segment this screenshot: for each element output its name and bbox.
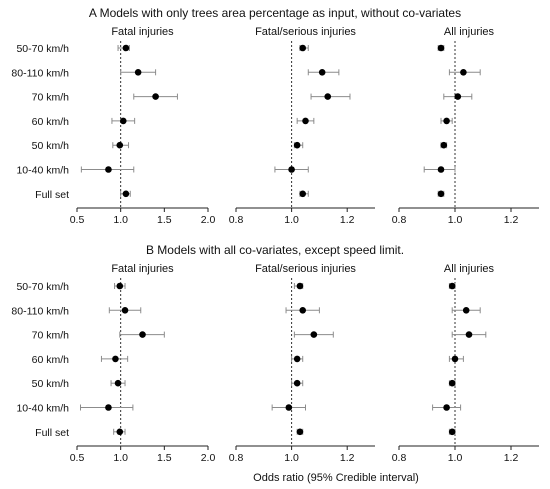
odds-ratio-point-b xyxy=(299,307,307,314)
category-label-a: 70 km/h xyxy=(32,92,70,104)
x-tick-label-b: 1.5 xyxy=(157,452,172,464)
x-axis-label: Odds ratio (95% Credible interval) xyxy=(253,472,419,484)
odds-ratio-point-a xyxy=(122,44,130,52)
odds-ratio-point-a xyxy=(324,93,332,100)
odds-ratio-point-b xyxy=(285,404,293,411)
x-tick-label-b: 0.5 xyxy=(70,452,85,464)
odds-ratio-point-b xyxy=(448,428,456,436)
odds-ratio-point-b xyxy=(296,282,304,290)
panel-title-b: Fatal/serious injuries xyxy=(255,263,356,275)
category-label-a: Full set xyxy=(35,189,69,201)
x-tick-label-a: 1.2 xyxy=(340,214,355,226)
odds-ratio-point-b xyxy=(114,379,122,387)
odds-ratio-point-b xyxy=(451,355,459,363)
odds-ratio-point-a xyxy=(119,117,127,125)
odds-ratio-point-b xyxy=(462,307,470,314)
panel-title-b: All injuries xyxy=(444,263,495,275)
x-tick-label-a: 2.0 xyxy=(201,214,216,226)
odds-ratio-point-a xyxy=(293,141,301,149)
category-label-b: 80-110 km/h xyxy=(11,305,69,317)
odds-ratio-point-a xyxy=(122,190,130,198)
x-tick-label-a: 0.8 xyxy=(229,214,244,226)
panel-title-a: All injuries xyxy=(444,26,495,38)
odds-ratio-point-a xyxy=(460,69,467,76)
forest-plot-area: 50-70 km/h 80-110 km/h 70 km/h 60 km/h 50 km… xyxy=(11,26,539,464)
panel-title-a: Fatal/serious injuries xyxy=(255,26,356,38)
x-tick-label-b: 1.2 xyxy=(504,452,519,464)
x-tick-label-a: 0.8 xyxy=(392,214,407,226)
odds-ratio-point-b xyxy=(293,355,301,363)
odds-ratio-point-a xyxy=(302,117,309,125)
x-tick-label-a: 1.5 xyxy=(157,214,172,226)
odds-ratio-point-b xyxy=(448,379,456,387)
odds-ratio-point-a xyxy=(443,117,450,125)
odds-ratio-point-a xyxy=(299,190,307,198)
category-label-a: 60 km/h xyxy=(32,116,70,128)
category-label-a: 80-110 km/h xyxy=(11,67,69,79)
odds-ratio-point-a xyxy=(134,69,142,76)
x-tick-label-a: 1.2 xyxy=(504,214,519,226)
odds-ratio-point-b xyxy=(465,331,473,338)
x-tick-label-a: 1.0 xyxy=(284,214,299,226)
odds-ratio-point-a xyxy=(454,93,462,100)
odds-ratio-point-a xyxy=(437,190,445,198)
category-label-a: 50-70 km/h xyxy=(16,43,69,55)
odds-ratio-point-a xyxy=(437,44,445,52)
odds-ratio-point-b xyxy=(139,331,146,338)
odds-ratio-point-a xyxy=(105,166,112,173)
panel-title-a: Fatal injuries xyxy=(111,26,174,38)
category-label-b: 60 km/h xyxy=(32,354,70,366)
odds-ratio-point-a xyxy=(299,44,307,52)
odds-ratio-point-a xyxy=(152,93,159,100)
odds-ratio-point-b xyxy=(116,282,124,290)
odds-ratio-point-a xyxy=(116,141,124,149)
x-tick-label-b: 1.0 xyxy=(284,452,299,464)
category-label-b: 50 km/h xyxy=(32,378,70,390)
section-a-title: A Models with only trees area percentage… xyxy=(89,6,461,20)
category-label-a: 10-40 km/h xyxy=(16,165,69,177)
x-tick-label-b: 1.2 xyxy=(340,452,355,464)
category-label-b: Full set xyxy=(35,427,69,439)
x-tick-label-b: 0.8 xyxy=(229,452,244,464)
odds-ratio-point-b xyxy=(310,331,318,338)
odds-ratio-point-b xyxy=(116,428,124,436)
odds-ratio-point-a xyxy=(437,166,445,173)
x-tick-label-a: 0.5 xyxy=(70,214,85,226)
category-label-a: 50 km/h xyxy=(32,140,70,152)
panel-title-b: Fatal injuries xyxy=(111,263,174,275)
odds-ratio-point-a xyxy=(288,166,295,173)
odds-ratio-point-b xyxy=(112,355,119,363)
x-tick-label-a: 1.0 xyxy=(113,214,128,226)
category-label-b: 70 km/h xyxy=(32,330,70,342)
odds-ratio-point-a xyxy=(440,141,448,149)
x-tick-label-b: 1.0 xyxy=(448,452,463,464)
odds-ratio-point-b xyxy=(293,379,301,387)
odds-ratio-point-b xyxy=(105,404,112,411)
odds-ratio-point-b xyxy=(443,404,450,411)
x-tick-label-a: 1.0 xyxy=(448,214,463,226)
section-b-title: B Models with all co-variates, except sp… xyxy=(146,243,404,257)
odds-ratio-point-a xyxy=(318,69,326,76)
x-tick-label-b: 2.0 xyxy=(201,452,216,464)
odds-ratio-point-b xyxy=(448,282,456,290)
category-label-b: 50-70 km/h xyxy=(16,281,69,293)
category-label-b: 10-40 km/h xyxy=(16,403,69,415)
x-tick-label-b: 0.8 xyxy=(392,452,407,464)
odds-ratio-point-b xyxy=(296,428,304,436)
x-tick-label-b: 1.0 xyxy=(113,452,128,464)
odds-ratio-point-b xyxy=(121,307,129,314)
